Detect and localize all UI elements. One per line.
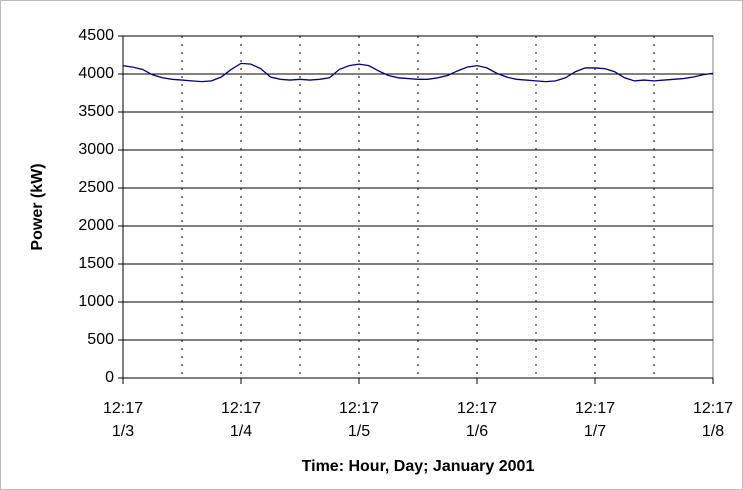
y-tick-label: 2500 <box>78 179 114 196</box>
x-tick-label: 12:17 <box>339 400 379 417</box>
y-tick-label: 3500 <box>78 103 114 120</box>
y-tick-label: 1000 <box>78 293 114 310</box>
x-tick-label: 1/4 <box>230 423 252 440</box>
x-tick-label: 1/8 <box>702 423 724 440</box>
y-tick-label: 2000 <box>78 217 114 234</box>
x-axis-label: Time: Hour, Day; January 2001 <box>302 458 535 475</box>
x-tick-label: 12:17 <box>693 400 733 417</box>
x-tick-label: 12:17 <box>103 400 143 417</box>
x-tick-label: 12:17 <box>575 400 615 417</box>
y-tick-label: 500 <box>87 331 114 348</box>
x-tick-label: 1/7 <box>584 423 606 440</box>
plot-area <box>122 35 714 379</box>
x-tick-label: 1/5 <box>348 423 370 440</box>
x-tick-label: 12:17 <box>457 400 497 417</box>
y-tick-label: 3000 <box>78 141 114 158</box>
data-line <box>122 62 714 83</box>
y-tick-label: 4500 <box>78 27 114 44</box>
y-tick-label: 4000 <box>78 65 114 82</box>
y-tick-label: 1500 <box>78 255 114 272</box>
x-tick-label: 1/3 <box>112 423 134 440</box>
x-tick-label: 1/6 <box>466 423 488 440</box>
y-axis-label: Power (kW) <box>29 163 46 250</box>
x-tick-label: 12:17 <box>221 400 261 417</box>
y-tick-label: 0 <box>105 369 114 386</box>
